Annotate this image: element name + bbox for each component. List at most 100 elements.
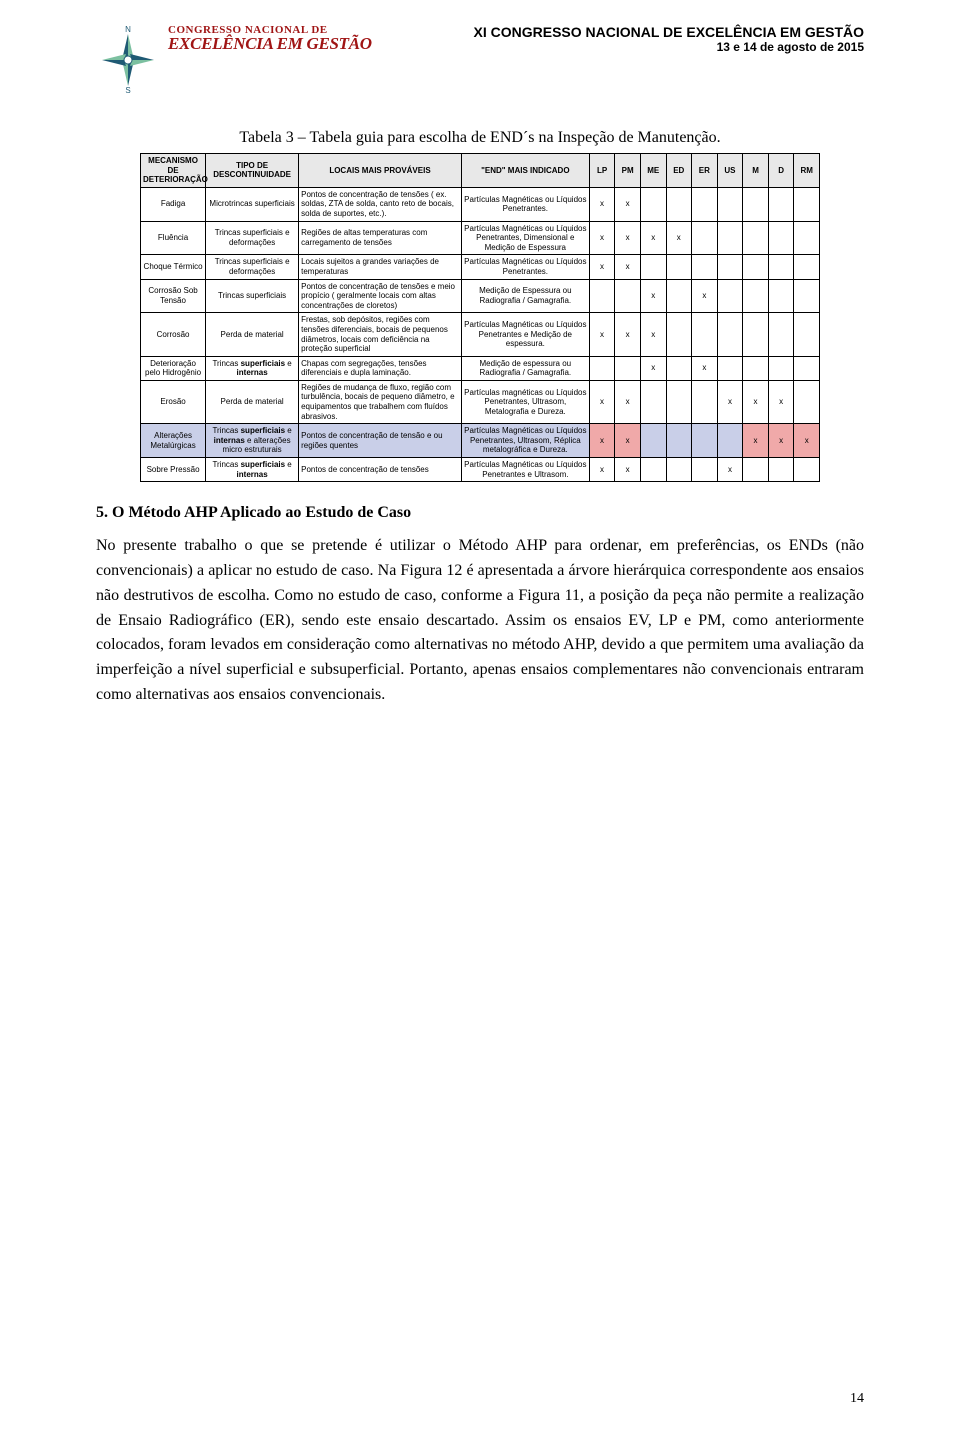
- cell-mark-ed: x: [666, 221, 692, 255]
- col-tipo: TIPO DE DESCONTINUIDADE: [206, 154, 299, 188]
- cell-mark-us: [717, 255, 743, 279]
- table-row: Corrosão Sob TensãoTrincas superficiaisP…: [141, 279, 820, 313]
- cell-mark-m: x: [743, 424, 769, 458]
- cell-mark-me: x: [640, 221, 666, 255]
- cell-tipo: Trincas superficiais e internas: [206, 356, 299, 380]
- cell-mark-lp: x: [589, 255, 615, 279]
- col-me: ME: [640, 154, 666, 188]
- cell-mark-m: [743, 313, 769, 356]
- table-row: Sobre PressãoTrincas superficiais e inte…: [141, 458, 820, 482]
- cell-mark-pm: [615, 279, 641, 313]
- cell-mark-er: [692, 255, 718, 279]
- cell-tipo: Microtrincas superficiais: [206, 187, 299, 221]
- cell-mark-me: [640, 424, 666, 458]
- cell-locais: Regiões de altas temperaturas com carreg…: [299, 221, 462, 255]
- cell-mark-rm: [794, 356, 820, 380]
- cell-mark-pm: x: [615, 221, 641, 255]
- cell-mecanismo: Deterioração pelo Hidrogênio: [141, 356, 206, 380]
- cell-mark-d: [768, 458, 794, 482]
- end-selection-table: MECANISMO DE DETERIORAÇÃO TIPO DE DESCON…: [140, 153, 820, 482]
- cell-mark-d: [768, 221, 794, 255]
- cell-mark-ed: [666, 313, 692, 356]
- cell-mark-er: [692, 221, 718, 255]
- table-row: Choque TérmicoTrincas superficiais e def…: [141, 255, 820, 279]
- cell-locais: Chapas com segregações, tensões diferenc…: [299, 356, 462, 380]
- table-head: MECANISMO DE DETERIORAÇÃO TIPO DE DESCON…: [141, 154, 820, 188]
- cell-end: Partículas Magnéticas ou Líquidos Penetr…: [461, 221, 589, 255]
- cell-mark-rm: [794, 187, 820, 221]
- page-header: N S CONGRESSO NACIONAL DE EXCELÊNCIA EM …: [96, 24, 864, 99]
- cell-tipo: Trincas superficiais e internas: [206, 458, 299, 482]
- table-body: FadigaMicrotrincas superficiaisPontos de…: [141, 187, 820, 481]
- cell-mecanismo: Erosão: [141, 380, 206, 423]
- table-row: FadigaMicrotrincas superficiaisPontos de…: [141, 187, 820, 221]
- cell-mark-m: [743, 221, 769, 255]
- cell-mark-rm: x: [794, 424, 820, 458]
- cell-end: Medição de espessura ou Radiografia / Ga…: [461, 356, 589, 380]
- cell-mark-rm: [794, 221, 820, 255]
- cell-mark-pm: x: [615, 458, 641, 482]
- cell-tipo: Trincas superficiais: [206, 279, 299, 313]
- cell-mark-me: [640, 380, 666, 423]
- cell-mark-us: x: [717, 380, 743, 423]
- cell-locais: Pontos de concentração de tensões: [299, 458, 462, 482]
- logo-line2: EXCELÊNCIA EM GESTÃO: [168, 34, 372, 54]
- cell-end: Partículas Magnéticas ou Líquidos Penetr…: [461, 255, 589, 279]
- body-paragraph: No presente trabalho o que se pretende é…: [96, 534, 864, 708]
- col-er: ER: [692, 154, 718, 188]
- cell-locais: Regiões de mudança de fluxo, região com …: [299, 380, 462, 423]
- table-row: ErosãoPerda de materialRegiões de mudanç…: [141, 380, 820, 423]
- cell-mark-m: [743, 187, 769, 221]
- table-wrapper: MECANISMO DE DETERIORAÇÃO TIPO DE DESCON…: [96, 153, 864, 482]
- cell-mark-pm: x: [615, 187, 641, 221]
- cell-mark-me: x: [640, 279, 666, 313]
- cell-tipo: Trincas superficiais e internas e altera…: [206, 424, 299, 458]
- cell-mark-lp: [589, 356, 615, 380]
- cell-mark-lp: x: [589, 458, 615, 482]
- cell-mark-d: [768, 187, 794, 221]
- cell-mark-ed: [666, 255, 692, 279]
- cell-mark-ed: [666, 458, 692, 482]
- cell-end: Partículas magnéticas ou Líquidos Penetr…: [461, 380, 589, 423]
- cell-mark-m: [743, 458, 769, 482]
- cell-mark-us: [717, 356, 743, 380]
- cell-mark-us: [717, 424, 743, 458]
- col-rm: RM: [794, 154, 820, 188]
- cell-mark-lp: x: [589, 187, 615, 221]
- cell-mark-er: [692, 380, 718, 423]
- cell-mark-er: [692, 458, 718, 482]
- svg-text:S: S: [125, 86, 130, 94]
- cell-mark-ed: [666, 279, 692, 313]
- cell-mecanismo: Corrosão Sob Tensão: [141, 279, 206, 313]
- cell-mark-er: x: [692, 356, 718, 380]
- cell-tipo: Perda de material: [206, 313, 299, 356]
- cell-mark-lp: x: [589, 380, 615, 423]
- cell-mark-lp: [589, 279, 615, 313]
- cell-mark-us: [717, 313, 743, 356]
- cell-mark-pm: [615, 356, 641, 380]
- cell-mecanismo: Choque Térmico: [141, 255, 206, 279]
- cell-mark-pm: x: [615, 424, 641, 458]
- cell-mark-lp: x: [589, 221, 615, 255]
- cell-mark-d: x: [768, 424, 794, 458]
- cell-locais: Pontos de concentração de tensão e ou re…: [299, 424, 462, 458]
- cell-tipo: Trincas superficiais e deformações: [206, 221, 299, 255]
- cell-mark-ed: [666, 187, 692, 221]
- table-row: Deterioração pelo HidrogênioTrincas supe…: [141, 356, 820, 380]
- cell-end: Partículas Magnéticas ou Líquidos Penetr…: [461, 187, 589, 221]
- cell-mark-me: [640, 255, 666, 279]
- cell-tipo: Perda de material: [206, 380, 299, 423]
- cell-mark-d: [768, 255, 794, 279]
- cell-end: Partículas Magnéticas ou Líquidos Penetr…: [461, 458, 589, 482]
- table-caption: Tabela 3 – Tabela guia para escolha de E…: [96, 129, 864, 147]
- cell-mark-er: [692, 313, 718, 356]
- col-d: D: [768, 154, 794, 188]
- cell-mark-ed: [666, 380, 692, 423]
- col-ed: ED: [666, 154, 692, 188]
- table-row: Alterações MetalúrgicasTrincas superfici…: [141, 424, 820, 458]
- cell-mark-ed: [666, 356, 692, 380]
- cell-mark-lp: x: [589, 424, 615, 458]
- cell-locais: Pontos de concentração de tensões e meio…: [299, 279, 462, 313]
- cell-mark-ed: [666, 424, 692, 458]
- cell-mark-rm: [794, 458, 820, 482]
